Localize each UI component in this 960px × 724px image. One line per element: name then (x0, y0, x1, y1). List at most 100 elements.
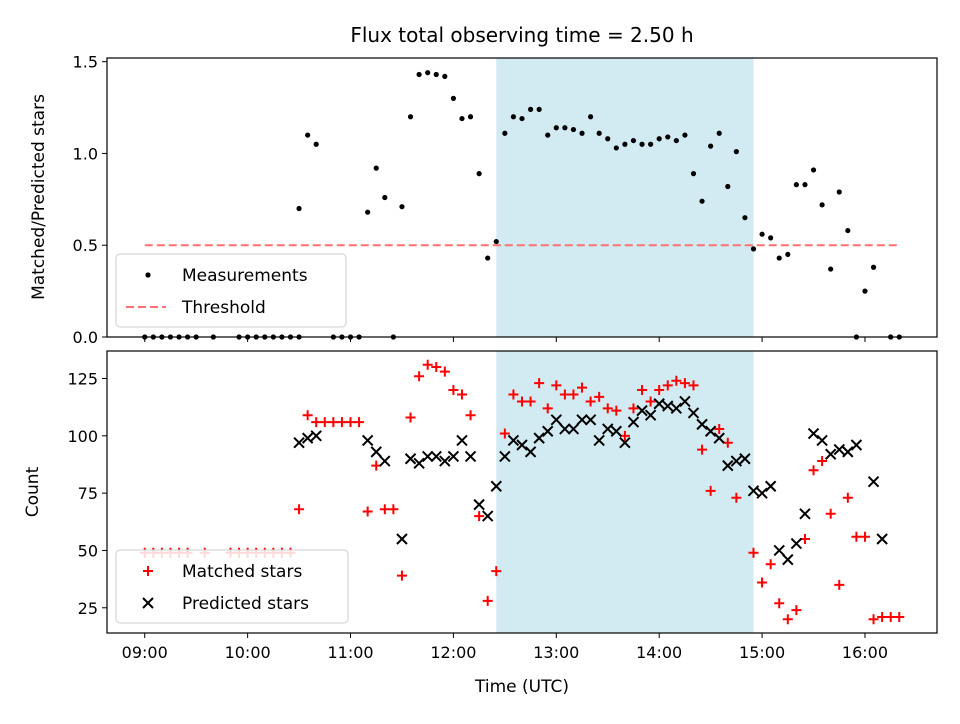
measurement-point (870, 264, 877, 270)
bottom-observing-window-span (496, 351, 754, 633)
predicted-star-point (687, 407, 700, 419)
matched-star-point (354, 417, 365, 428)
predicted-star-point (704, 425, 717, 437)
predicted-star-point (653, 398, 665, 410)
predicted-star-point (516, 439, 528, 451)
measurement-point (733, 149, 739, 155)
measurement-point (776, 255, 782, 261)
matched-star-point (534, 378, 545, 389)
measurement-point (750, 246, 757, 252)
predicted-star-point (842, 446, 854, 458)
matched-star-point (885, 611, 896, 622)
measurement-point (785, 251, 791, 258)
matched-star-point (474, 511, 485, 522)
matched-star-point (482, 595, 493, 606)
matched-star-point (311, 417, 322, 428)
measurement-point (373, 165, 379, 171)
measurement-point (425, 70, 431, 76)
measurement-point (708, 143, 714, 149)
matched-star-point (851, 531, 862, 542)
bottom-legend: Matched stars Predicted stars (115, 549, 349, 624)
measurement-point (596, 130, 602, 136)
measurement-point (579, 130, 585, 136)
measurement-point (648, 141, 654, 147)
predicted-star-point (799, 508, 811, 520)
matched-star-point (697, 444, 708, 455)
matched-star-point (731, 492, 742, 503)
predicted-star-point (499, 450, 511, 463)
top-panel: 0.0 0.5 1.0 1.5 Measurements Threshold (73, 53, 938, 347)
predicted-star-point (713, 432, 725, 444)
matched-star-point (679, 378, 690, 389)
legend-predicted-marker (142, 597, 154, 609)
measurement-point (819, 202, 825, 208)
measurement-point (407, 114, 414, 120)
matched-star-point (422, 359, 433, 370)
matched-star-point (448, 384, 459, 395)
predicted-star-point (559, 423, 571, 435)
predicted-star-point (833, 443, 845, 456)
matched-star-point (688, 380, 699, 391)
matched-star-point (559, 389, 570, 400)
bottom-panel: 25 50 75 100 125 09:00 10:00 11:00 12:00 13:00 14:… (67, 350, 938, 662)
predicted-star-point (584, 414, 597, 426)
measurement-point (622, 141, 628, 147)
matched-star-point (508, 389, 519, 400)
predicted-star-point (627, 416, 640, 428)
top-axes-frame (106, 57, 938, 338)
predicted-star-point (490, 480, 502, 492)
predicted-star-point (542, 425, 554, 437)
predicted-star-point (764, 480, 777, 492)
measurement-point (442, 73, 448, 79)
measurement-point (587, 114, 594, 120)
matched-star-point (714, 423, 725, 434)
top-y-tick-label: 0.5 (73, 236, 98, 255)
matched-star-point (757, 577, 768, 588)
matched-star-point (414, 371, 425, 382)
predicted-star-point (396, 533, 408, 545)
measurement-point (493, 238, 499, 245)
measurement-point (836, 189, 842, 195)
measurement-point (605, 136, 611, 142)
bottom-legend-box (115, 549, 349, 624)
matched-star-point (782, 614, 793, 625)
matched-star-point (774, 598, 785, 609)
matched-star-point (542, 403, 553, 414)
matched-star-point (645, 396, 656, 407)
predicted-star-point (404, 453, 417, 465)
x-tick-label: 11:00 (327, 643, 373, 662)
matched-star-point (362, 506, 373, 517)
predicted-star-point (739, 453, 751, 465)
measurement-point (545, 132, 551, 138)
predicted-star-point (816, 434, 828, 447)
measurement-point (382, 194, 388, 201)
predicted-star-point (533, 432, 545, 444)
x-tick-label: 14:00 (636, 643, 682, 662)
predicted-star-point (619, 436, 631, 449)
matched-star-point (379, 504, 390, 515)
matched-star-point (336, 417, 347, 428)
matched-star-point (671, 375, 682, 386)
measurement-point (510, 114, 517, 120)
measurement-point (485, 255, 491, 261)
matched-star-point (517, 396, 527, 407)
matched-star-point (577, 382, 588, 393)
matched-star-point (877, 611, 888, 622)
measurement-point (305, 132, 311, 138)
measurement-point (742, 215, 748, 221)
measurement-point (433, 71, 439, 78)
top-chart-title: Flux total observing time = 2.50 h (350, 23, 693, 47)
top-observing-window-span (496, 58, 754, 337)
measurement-point (296, 205, 302, 212)
bottom-y-tick-label: 75 (78, 484, 98, 503)
measurement-point (716, 130, 722, 136)
measurement-point (862, 288, 868, 294)
matched-star-point (431, 362, 442, 373)
predicted-star-point (447, 450, 460, 463)
top-legend-box (115, 253, 347, 328)
top-legend: Measurements Threshold (115, 253, 347, 328)
matched-star-point (834, 579, 845, 590)
predicted-star-point (456, 434, 468, 447)
measurement-point (630, 137, 637, 144)
